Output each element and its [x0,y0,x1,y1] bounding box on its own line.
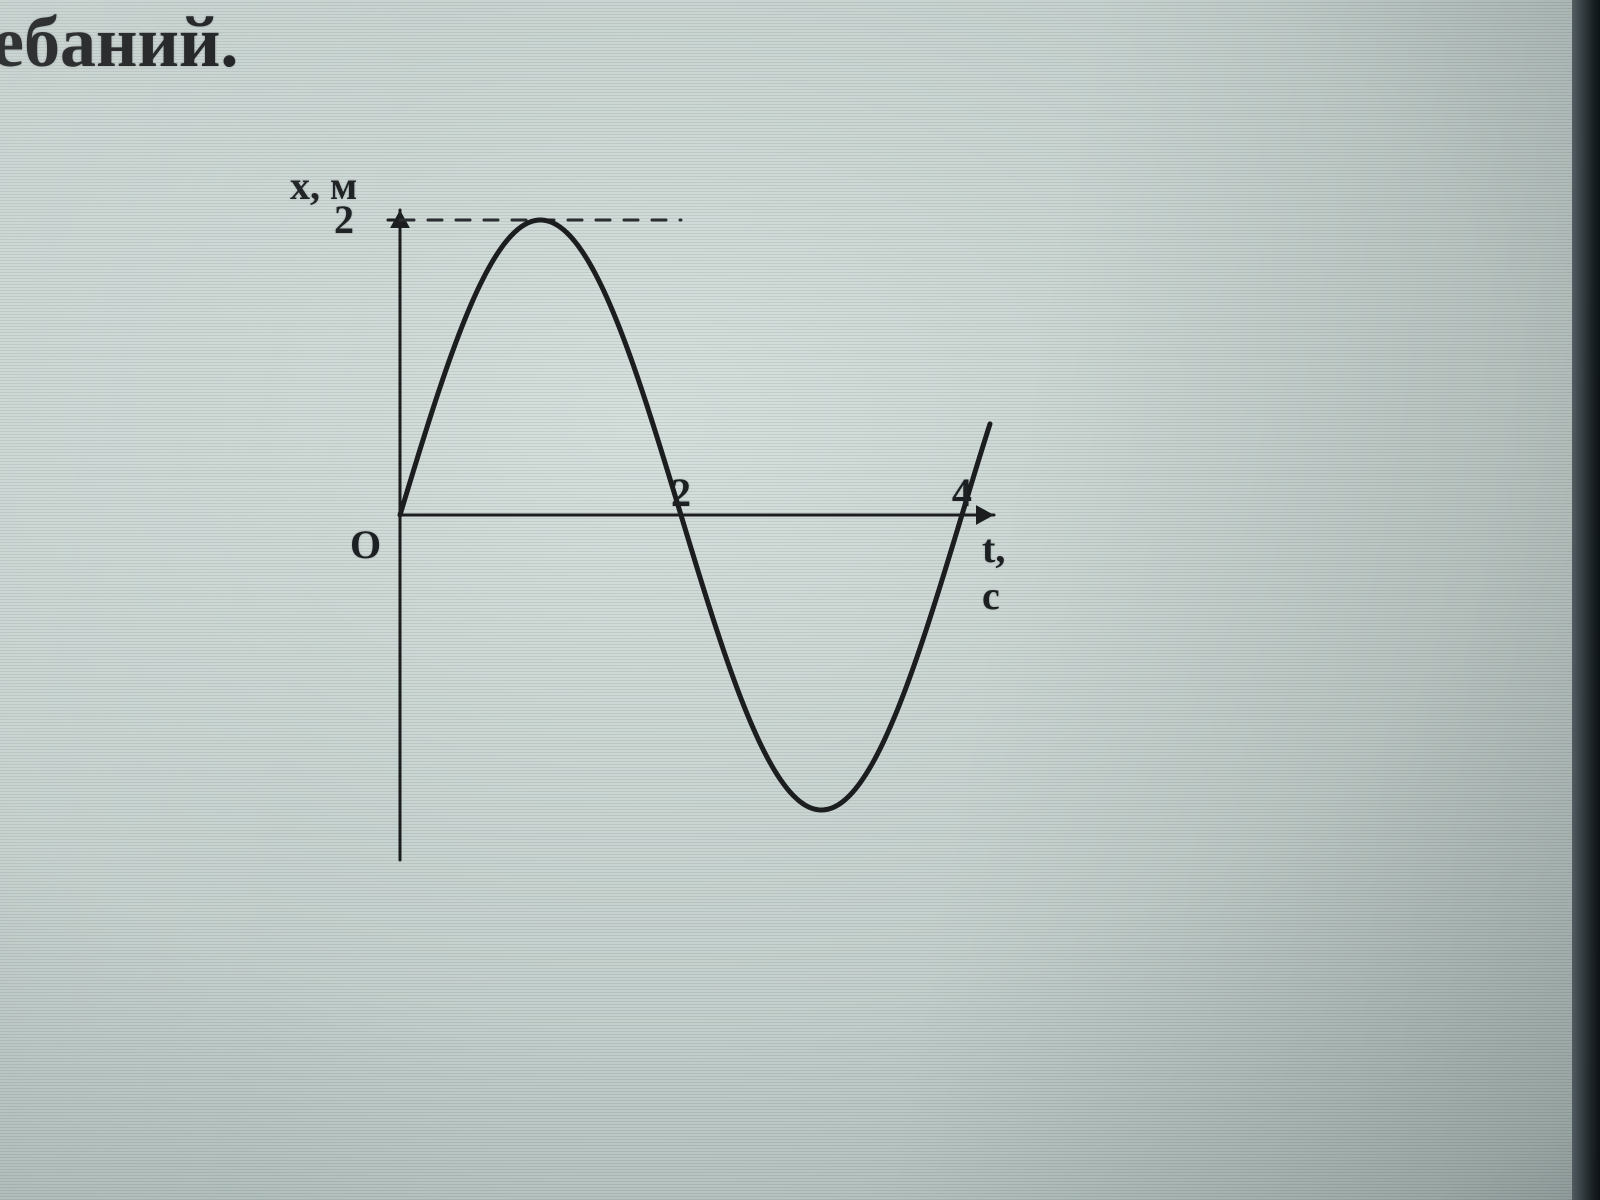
y-tick-2: 2 [334,196,354,243]
origin-label: O [350,521,381,568]
oscillation-chart: x, м2O24t, c [260,150,1020,870]
monitor-bevel [1572,0,1600,1200]
x-axis-arrow [976,505,994,525]
x-axis-label: t, c [982,525,1020,619]
page-title-fragment: ебаний. [0,6,238,78]
chart-svg [260,150,1020,870]
x-tick-2: 2 [671,469,691,516]
x-tick-4: 4 [952,469,972,516]
photographed-screen: ебаний. x, м2O24t, c [0,0,1600,1200]
